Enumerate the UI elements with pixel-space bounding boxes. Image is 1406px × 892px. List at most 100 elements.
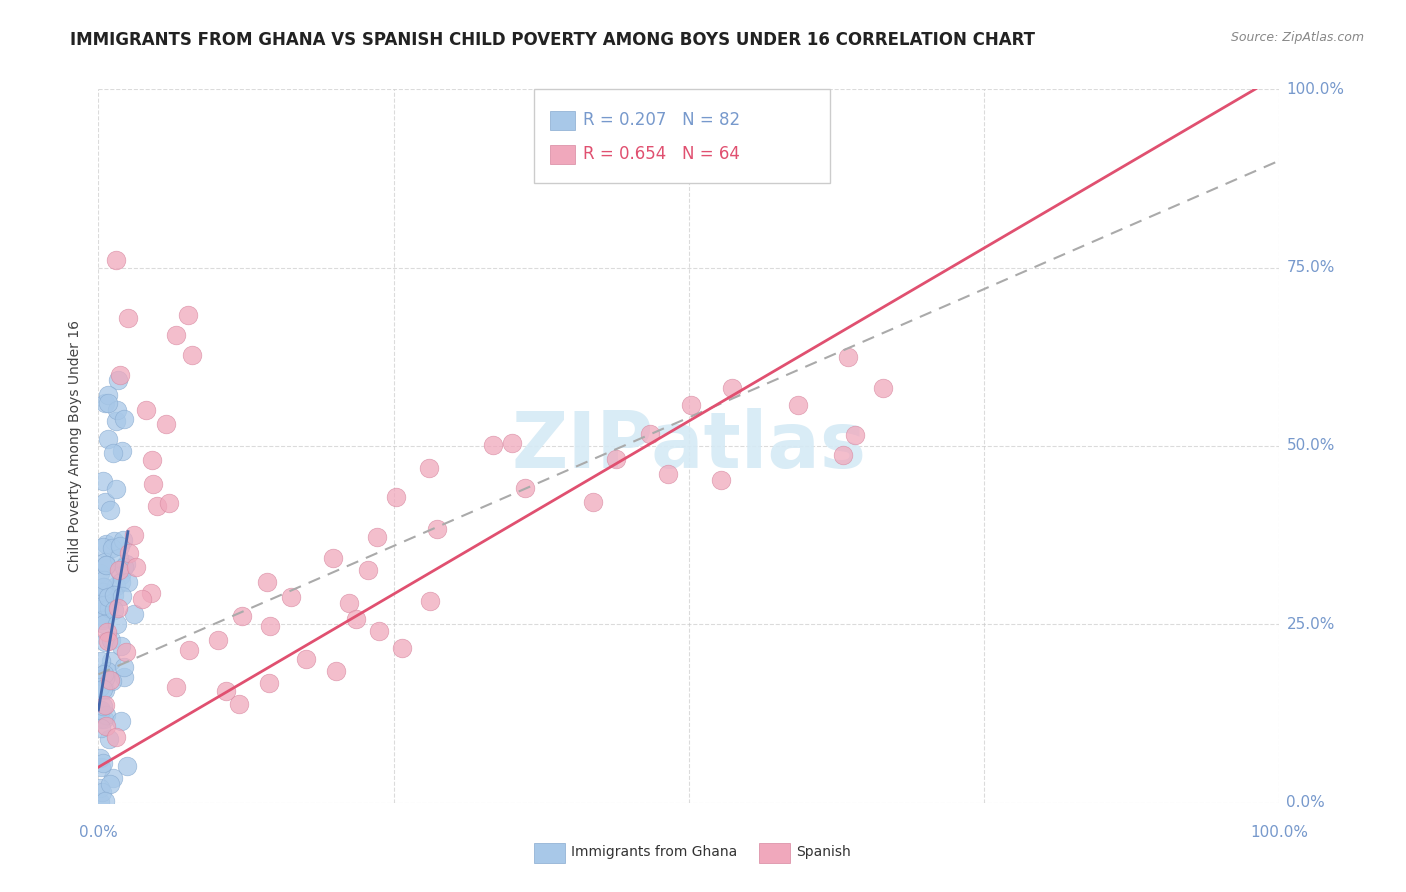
Point <box>91 613 114 627</box>
Point <box>97 585 120 599</box>
Point <box>97 590 120 604</box>
Text: 100.0%: 100.0% <box>1286 82 1344 96</box>
Point <box>93 603 115 617</box>
Point <box>94 635 117 649</box>
Point <box>117 310 139 325</box>
Point <box>104 579 127 593</box>
Point <box>112 660 135 674</box>
Point <box>96 719 118 733</box>
Point <box>139 586 162 600</box>
Point <box>93 698 115 713</box>
Point <box>384 490 406 504</box>
Point <box>231 608 253 623</box>
Point <box>145 500 167 514</box>
Point <box>681 398 703 412</box>
Point <box>165 680 187 694</box>
Point <box>97 601 120 615</box>
Point <box>91 785 114 799</box>
Point <box>107 373 129 387</box>
Point <box>110 567 132 582</box>
Point <box>97 432 120 446</box>
Point <box>831 448 853 462</box>
Text: 75.0%: 75.0% <box>1286 260 1334 275</box>
Point <box>259 619 281 633</box>
Point <box>112 560 135 574</box>
Point <box>100 654 122 668</box>
Text: R = 0.654   N = 64: R = 0.654 N = 64 <box>583 145 741 163</box>
Point <box>108 563 131 577</box>
Point <box>357 563 380 577</box>
Point <box>93 599 115 613</box>
Point <box>125 559 148 574</box>
Point <box>638 426 661 441</box>
Point <box>105 730 128 744</box>
Point <box>90 760 112 774</box>
Point <box>108 550 131 565</box>
Point <box>96 625 118 640</box>
Point <box>89 781 111 796</box>
Text: Immigrants from Ghana: Immigrants from Ghana <box>571 845 737 859</box>
Point <box>93 666 115 681</box>
Point <box>426 522 449 536</box>
Point <box>94 396 117 410</box>
Point <box>657 467 679 482</box>
Point <box>294 652 316 666</box>
Text: IMMIGRANTS FROM GHANA VS SPANISH CHILD POVERTY AMONG BOYS UNDER 16 CORRELATION C: IMMIGRANTS FROM GHANA VS SPANISH CHILD P… <box>70 31 1035 49</box>
Point <box>110 575 132 590</box>
Point <box>165 327 187 342</box>
Point <box>710 473 733 487</box>
Text: Spanish: Spanish <box>796 845 851 859</box>
Point <box>482 438 505 452</box>
Point <box>90 703 112 717</box>
Point <box>101 771 124 785</box>
Point <box>103 603 125 617</box>
Point <box>90 712 112 726</box>
Point <box>322 551 344 566</box>
Point <box>96 558 118 573</box>
Point <box>96 558 118 572</box>
Point <box>94 671 117 685</box>
Point <box>91 756 114 770</box>
Point <box>105 414 128 428</box>
Point <box>93 475 115 489</box>
Point <box>112 533 135 548</box>
Point <box>115 558 138 572</box>
Point <box>112 411 135 425</box>
Point <box>93 555 115 569</box>
Point <box>94 537 117 551</box>
Point <box>844 427 866 442</box>
Point <box>110 639 132 653</box>
Point <box>94 707 117 722</box>
Text: 0.0%: 0.0% <box>1286 796 1326 810</box>
Text: Source: ZipAtlas.com: Source: ZipAtlas.com <box>1230 31 1364 45</box>
Text: 100.0%: 100.0% <box>1250 825 1309 840</box>
Point <box>97 396 120 410</box>
Point <box>177 643 200 657</box>
Point <box>94 683 117 698</box>
Text: ZIPatlas: ZIPatlas <box>512 408 866 484</box>
Point <box>101 446 124 460</box>
Point <box>325 664 347 678</box>
Point <box>100 777 122 791</box>
Point <box>97 633 120 648</box>
Point <box>280 590 302 604</box>
Point <box>257 675 280 690</box>
Point <box>176 308 198 322</box>
Point <box>181 348 204 362</box>
Point <box>142 477 165 491</box>
Point <box>110 714 132 729</box>
Point <box>93 681 115 696</box>
Point <box>111 444 134 458</box>
Point <box>89 751 111 765</box>
Point <box>103 588 125 602</box>
Point <box>91 540 114 554</box>
Point <box>339 596 361 610</box>
Point <box>105 403 128 417</box>
Point <box>582 495 605 509</box>
Point <box>131 592 153 607</box>
Point <box>720 381 742 395</box>
Point <box>97 388 120 402</box>
Point <box>105 617 128 632</box>
Point <box>91 580 114 594</box>
Point <box>515 482 537 496</box>
